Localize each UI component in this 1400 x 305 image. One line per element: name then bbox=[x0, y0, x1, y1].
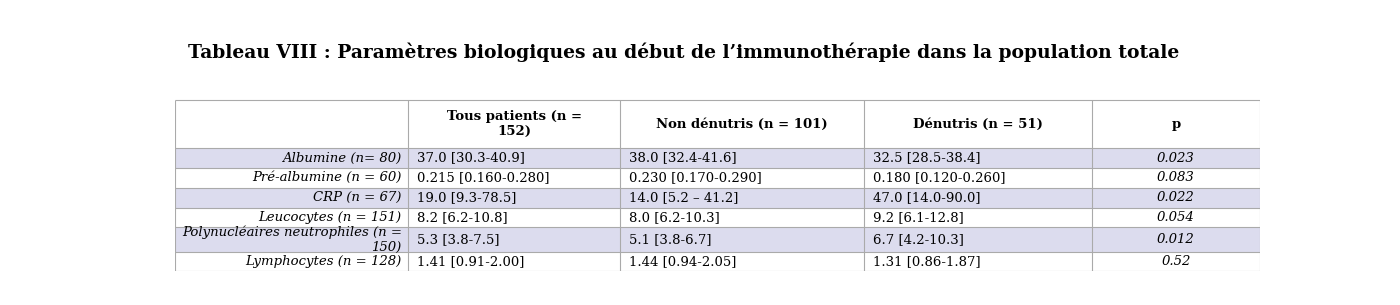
Text: 14.0 [5.2 – 41.2]: 14.0 [5.2 – 41.2] bbox=[629, 191, 738, 204]
Text: 5.1 [3.8-6.7]: 5.1 [3.8-6.7] bbox=[629, 233, 711, 246]
Text: Non dénutris (n = 101): Non dénutris (n = 101) bbox=[657, 118, 827, 131]
Text: 9.2 [6.1-12.8]: 9.2 [6.1-12.8] bbox=[872, 211, 963, 224]
Bar bbox=[175, 148, 1260, 168]
Text: Polynucléaires neutrophiles (n =
150): Polynucléaires neutrophiles (n = 150) bbox=[182, 225, 402, 254]
Text: 32.5 [28.5-38.4]: 32.5 [28.5-38.4] bbox=[872, 152, 980, 165]
Text: 38.0 [32.4-41.6]: 38.0 [32.4-41.6] bbox=[629, 152, 736, 165]
Text: Pré-albumine (n = 60): Pré-albumine (n = 60) bbox=[252, 171, 402, 185]
Text: Lymphocytes (n = 128): Lymphocytes (n = 128) bbox=[245, 255, 402, 268]
Text: 0.180 [0.120-0.260]: 0.180 [0.120-0.260] bbox=[872, 171, 1005, 185]
Text: 0.054: 0.054 bbox=[1156, 211, 1194, 224]
Text: p: p bbox=[1172, 118, 1180, 131]
Text: Tableau VIII : Paramètres biologiques au début de l’immunothérapie dans la popul: Tableau VIII : Paramètres biologiques au… bbox=[188, 42, 1179, 62]
Bar bbox=[175, 188, 1260, 208]
Text: 37.0 [30.3-40.9]: 37.0 [30.3-40.9] bbox=[417, 152, 525, 165]
Text: 0.230 [0.170-0.290]: 0.230 [0.170-0.290] bbox=[629, 171, 762, 185]
Text: 0.012: 0.012 bbox=[1156, 233, 1194, 246]
Text: 1.41 [0.91-2.00]: 1.41 [0.91-2.00] bbox=[417, 255, 525, 268]
Text: 0.52: 0.52 bbox=[1161, 255, 1190, 268]
Text: Leucocytes (n = 151): Leucocytes (n = 151) bbox=[259, 211, 402, 224]
Text: 0.215 [0.160-0.280]: 0.215 [0.160-0.280] bbox=[417, 171, 549, 185]
Text: Dénutris (n = 51): Dénutris (n = 51) bbox=[913, 118, 1043, 131]
Text: CRP (n = 67): CRP (n = 67) bbox=[314, 191, 402, 204]
Text: 8.2 [6.2-10.8]: 8.2 [6.2-10.8] bbox=[417, 211, 508, 224]
Text: 47.0 [14.0-90.0]: 47.0 [14.0-90.0] bbox=[872, 191, 980, 204]
Text: 8.0 [6.2-10.3]: 8.0 [6.2-10.3] bbox=[629, 211, 720, 224]
Text: 0.023: 0.023 bbox=[1156, 152, 1194, 165]
Text: 1.31 [0.86-1.87]: 1.31 [0.86-1.87] bbox=[872, 255, 980, 268]
Text: 0.022: 0.022 bbox=[1156, 191, 1194, 204]
Text: 19.0 [9.3-78.5]: 19.0 [9.3-78.5] bbox=[417, 191, 517, 204]
Text: 0.083: 0.083 bbox=[1156, 171, 1194, 185]
Bar bbox=[175, 228, 1260, 252]
Text: 6.7 [4.2-10.3]: 6.7 [4.2-10.3] bbox=[872, 233, 963, 246]
Text: Albumine (n= 80): Albumine (n= 80) bbox=[283, 152, 402, 165]
Text: Tous patients (n =
152): Tous patients (n = 152) bbox=[447, 110, 581, 138]
Text: 1.44 [0.94-2.05]: 1.44 [0.94-2.05] bbox=[629, 255, 736, 268]
Text: 5.3 [3.8-7.5]: 5.3 [3.8-7.5] bbox=[417, 233, 500, 246]
